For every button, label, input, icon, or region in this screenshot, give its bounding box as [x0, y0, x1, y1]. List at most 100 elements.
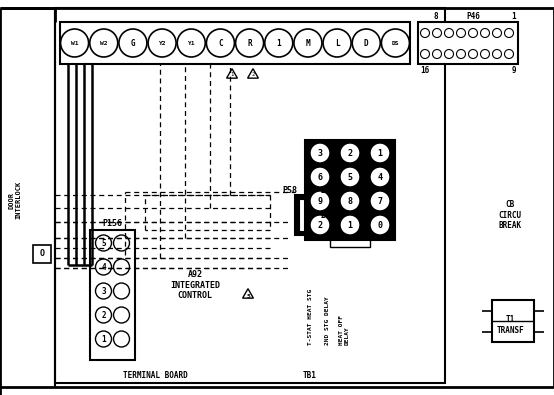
Circle shape: [352, 29, 380, 57]
Circle shape: [95, 235, 111, 251]
Bar: [60, 22, 410, 64]
Polygon shape: [227, 69, 238, 78]
Circle shape: [370, 167, 390, 187]
Circle shape: [505, 28, 514, 38]
Text: 2: 2: [321, 186, 325, 194]
Text: 9: 9: [317, 196, 322, 205]
Circle shape: [493, 49, 501, 58]
Text: 3: 3: [101, 286, 106, 295]
Text: 1: 1: [276, 38, 281, 47]
Text: TERMINAL BOARD: TERMINAL BOARD: [122, 371, 187, 380]
Text: 5: 5: [347, 173, 352, 181]
Circle shape: [177, 29, 205, 57]
Text: 2: 2: [252, 71, 255, 77]
Bar: [333, 199, 347, 231]
Text: 4: 4: [355, 186, 360, 194]
Text: TB1: TB1: [303, 371, 317, 380]
Text: 2: 2: [317, 220, 322, 229]
Text: 8: 8: [347, 196, 352, 205]
Circle shape: [340, 215, 360, 235]
Text: 1: 1: [304, 186, 309, 194]
Text: Y1: Y1: [187, 41, 195, 45]
Circle shape: [310, 215, 330, 235]
Circle shape: [207, 29, 234, 57]
Text: 1: 1: [377, 149, 382, 158]
Text: T1
TRANSF: T1 TRANSF: [496, 315, 524, 335]
Text: 2: 2: [101, 310, 106, 320]
Circle shape: [95, 283, 111, 299]
Text: Y2: Y2: [158, 41, 166, 45]
Circle shape: [60, 29, 89, 57]
Circle shape: [294, 29, 322, 57]
Text: G: G: [131, 38, 135, 47]
Bar: [418, 22, 518, 64]
Bar: [55, 8, 445, 383]
Circle shape: [310, 143, 330, 163]
Circle shape: [493, 28, 501, 38]
Text: 1: 1: [101, 335, 106, 344]
Bar: [305, 140, 395, 240]
Circle shape: [480, 49, 490, 58]
Text: 2: 2: [347, 149, 352, 158]
Circle shape: [95, 331, 111, 347]
Circle shape: [114, 283, 130, 299]
Text: L: L: [335, 38, 340, 47]
Text: W1: W1: [71, 41, 78, 45]
Text: 6: 6: [317, 173, 322, 181]
Text: 8: 8: [434, 11, 438, 21]
Circle shape: [420, 49, 429, 58]
Circle shape: [444, 49, 454, 58]
Text: 5: 5: [101, 239, 106, 248]
Text: P156: P156: [102, 218, 122, 228]
Text: CB
CIRCU
BREAK: CB CIRCU BREAK: [499, 200, 521, 230]
Text: D: D: [364, 38, 368, 47]
Circle shape: [95, 307, 111, 323]
Circle shape: [119, 29, 147, 57]
Text: P58: P58: [283, 186, 297, 194]
Circle shape: [420, 28, 429, 38]
Circle shape: [370, 191, 390, 211]
Circle shape: [114, 259, 130, 275]
Circle shape: [370, 143, 390, 163]
Circle shape: [265, 29, 293, 57]
Text: 4: 4: [355, 211, 360, 220]
Text: 1: 1: [304, 211, 309, 220]
Text: 3: 3: [317, 149, 322, 158]
Circle shape: [114, 235, 130, 251]
Circle shape: [90, 29, 118, 57]
Text: 3: 3: [338, 211, 342, 220]
Text: C: C: [218, 38, 223, 47]
Text: 1: 1: [230, 71, 234, 77]
Text: T-STAT HEAT STG: T-STAT HEAT STG: [307, 289, 312, 345]
Text: 1: 1: [511, 11, 516, 21]
Circle shape: [433, 28, 442, 38]
Circle shape: [323, 29, 351, 57]
Text: A92
INTEGRATED
CONTROL: A92 INTEGRATED CONTROL: [170, 270, 220, 300]
Bar: [492, 300, 534, 342]
Text: 2ND STG DELAY: 2ND STG DELAY: [325, 296, 330, 345]
Text: 9: 9: [511, 66, 516, 75]
Circle shape: [340, 143, 360, 163]
Bar: [299, 199, 313, 231]
Circle shape: [148, 29, 176, 57]
Text: 5: 5: [246, 295, 250, 299]
Circle shape: [114, 307, 130, 323]
Circle shape: [310, 191, 330, 211]
Text: HEAT OFF
DELAY: HEAT OFF DELAY: [338, 315, 350, 345]
Circle shape: [469, 28, 478, 38]
Text: R: R: [247, 38, 252, 47]
Text: 3: 3: [338, 186, 342, 194]
Text: DS: DS: [392, 41, 399, 45]
Bar: [350, 199, 364, 231]
Circle shape: [505, 49, 514, 58]
Bar: [90, 230, 135, 360]
Bar: [330, 235, 370, 247]
Polygon shape: [248, 69, 258, 78]
Circle shape: [480, 28, 490, 38]
Text: 4: 4: [377, 173, 382, 181]
Circle shape: [95, 259, 111, 275]
Circle shape: [456, 49, 465, 58]
Text: 7: 7: [377, 196, 382, 205]
Polygon shape: [243, 289, 253, 298]
Text: 4: 4: [101, 263, 106, 271]
